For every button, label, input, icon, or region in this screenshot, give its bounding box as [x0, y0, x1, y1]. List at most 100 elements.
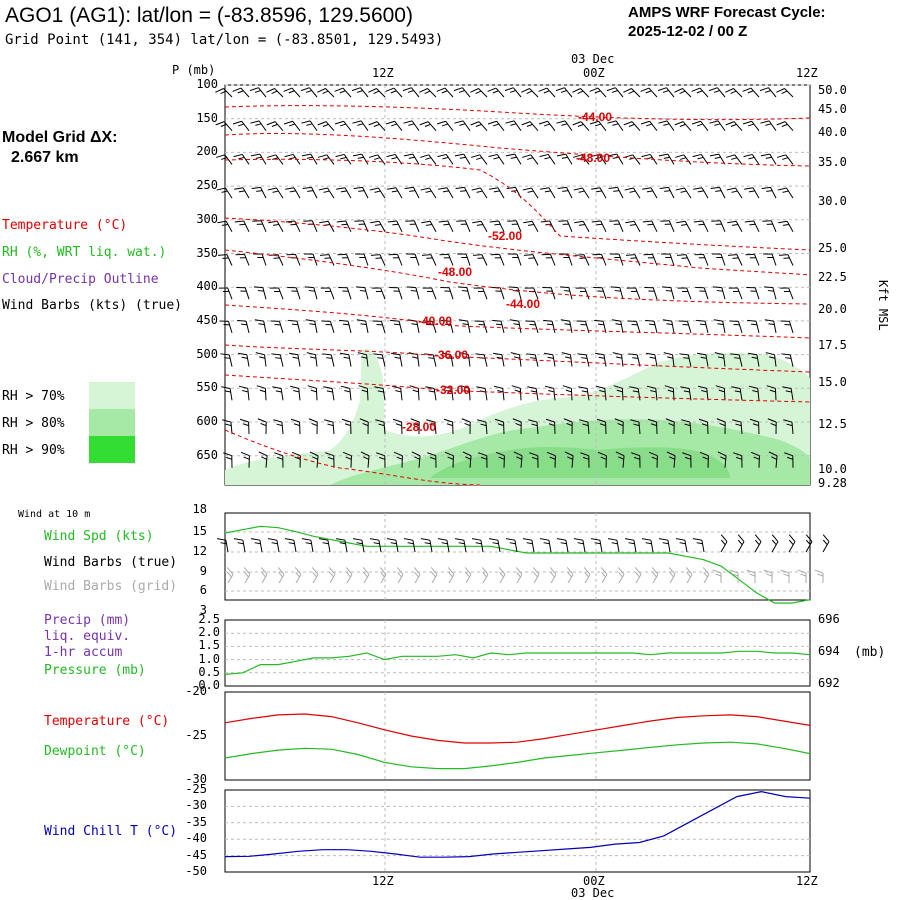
barb-staff	[448, 574, 455, 584]
barb-staff	[344, 540, 348, 553]
barb-flag	[328, 567, 336, 575]
wind-barb-grid	[600, 567, 608, 584]
barb-staff	[465, 253, 471, 266]
barb-flag	[572, 121, 582, 126]
barb-flag	[326, 357, 333, 359]
profile-wind-barb	[559, 253, 573, 266]
barb-staff	[432, 354, 437, 367]
barb-staff	[669, 253, 675, 266]
profile-wind-barb	[613, 385, 624, 401]
profile-wind-barb	[269, 287, 284, 300]
profile-wind-barb	[783, 419, 794, 435]
barb-staff	[687, 321, 692, 334]
profile-wind-barb	[727, 220, 743, 233]
barb-staff	[682, 88, 692, 98]
profile-wind-barb	[288, 352, 301, 367]
barb-flag	[345, 567, 353, 575]
wind-barb-grid	[549, 567, 557, 584]
profile-wind-barb	[218, 287, 233, 300]
barb-flag	[674, 88, 683, 93]
barb-staff	[733, 88, 743, 98]
barb-flag	[532, 456, 539, 460]
bottom-time-label: 12Z	[796, 874, 818, 888]
profile-wind-barb	[631, 452, 641, 468]
barb-flag	[742, 120, 752, 125]
profile-wind-barb	[419, 121, 437, 132]
barb-flag	[478, 452, 487, 457]
profile-wind-barb	[387, 187, 403, 199]
barb-flag	[322, 353, 332, 356]
barb-flag	[763, 569, 773, 574]
barb-flag	[778, 220, 788, 224]
profile-wind-barb	[749, 418, 760, 435]
barb-staff	[244, 254, 250, 266]
barb-flag	[566, 422, 573, 427]
barb-flag	[221, 223, 229, 226]
barb-staff	[241, 154, 250, 165]
barb-flag	[746, 569, 756, 574]
barb-flag	[463, 389, 470, 393]
barb-staff	[703, 574, 710, 584]
profile-wind-barb	[625, 220, 641, 233]
barb-staff	[720, 253, 726, 266]
wind-barb-true	[771, 534, 779, 553]
barb-flag	[782, 386, 792, 389]
barb-flag	[544, 190, 551, 193]
profile-wind-barb	[290, 418, 301, 435]
barb-flag	[288, 352, 299, 356]
barb-flag	[557, 186, 567, 190]
barb-flag	[363, 572, 368, 578]
barb-flag	[293, 423, 300, 427]
barb-flag	[374, 190, 381, 193]
profile-wind-barb	[589, 120, 607, 132]
barb-flag	[696, 123, 703, 127]
precip-y-tick: 1.0	[198, 651, 220, 666]
barb-staff	[447, 220, 454, 233]
profile-wind-barb	[597, 451, 607, 468]
barb-staff	[413, 220, 420, 232]
barb-staff	[733, 121, 743, 132]
profile-wind-barb	[266, 121, 284, 132]
barb-flag	[679, 90, 686, 95]
barb-flag	[611, 542, 618, 545]
profile-wind-barb	[455, 186, 471, 199]
barb-flag	[712, 286, 722, 289]
barb-flag	[597, 323, 605, 326]
barb-staff	[465, 574, 472, 584]
barb-flag	[785, 357, 792, 359]
barb-staff	[280, 388, 284, 401]
barb-staff	[315, 354, 318, 367]
profile-wind-barb	[388, 253, 403, 266]
barb-flag	[352, 538, 363, 541]
pressure-right-tick: 696	[818, 612, 840, 626]
barb-flag	[764, 89, 771, 93]
profile-wind-barb	[573, 154, 590, 165]
wind-barb-grid	[566, 567, 574, 584]
barb-staff	[500, 321, 505, 334]
profile-wind-barb	[336, 220, 352, 233]
barb-flag	[509, 542, 516, 545]
barb-staff	[316, 455, 319, 468]
wind-barb-grid	[668, 567, 676, 584]
barb-flag	[311, 567, 319, 575]
barb-staff	[635, 574, 642, 584]
barb-staff	[400, 388, 403, 401]
barb-flag	[358, 385, 368, 389]
barb-flag	[336, 187, 346, 190]
pressure-right-tick: 692	[818, 676, 840, 690]
profile-wind-barb	[521, 121, 539, 132]
barb-staff	[495, 87, 505, 98]
profile-y-tick: 350	[196, 245, 218, 260]
barb-staff	[531, 187, 539, 199]
barb-flag	[358, 190, 365, 192]
barb-flag	[765, 156, 772, 159]
barb-staff	[363, 253, 369, 266]
barb-flag	[768, 323, 775, 326]
barb-flag	[786, 423, 793, 427]
barb-flag	[291, 323, 299, 326]
wind-barb-grid	[345, 567, 353, 584]
barb-flag	[412, 389, 419, 393]
barb-flag	[391, 156, 398, 160]
barb-staff	[502, 388, 505, 401]
wind-barb-true	[250, 538, 263, 553]
